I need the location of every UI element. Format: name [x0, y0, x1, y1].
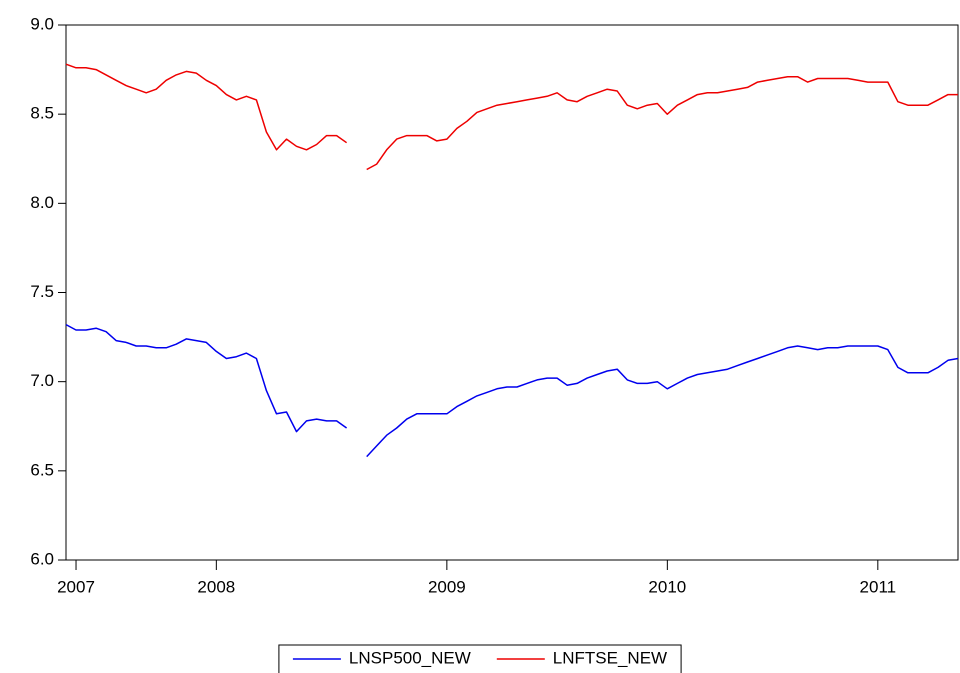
y-tick-label: 8.0	[30, 193, 54, 212]
legend: LNSP500_NEW LNFTSE_NEW	[278, 644, 682, 673]
y-tick-label: 8.5	[30, 104, 54, 123]
series-line	[65, 323, 348, 433]
series-line	[366, 345, 959, 458]
series-line	[366, 75, 958, 171]
x-tick-label: 2010	[648, 577, 686, 596]
x-tick-label: 2007	[57, 577, 95, 596]
x-tick-label: 2009	[428, 577, 466, 596]
y-tick-label: 6.0	[30, 549, 54, 568]
x-tick-label: 2008	[197, 577, 235, 596]
x-tick-label: 2011	[860, 577, 897, 596]
series-line	[65, 63, 348, 151]
plot-frame	[65, 24, 959, 561]
legend-box	[278, 644, 682, 673]
y-tick-label: 6.5	[30, 460, 54, 479]
legend-label: LNFTSE_NEW	[553, 648, 667, 667]
y-tick-label: 9.0	[30, 14, 54, 33]
legend-label: LNSP500_NEW	[349, 648, 471, 667]
y-tick-label: 7.0	[30, 371, 54, 390]
y-tick-label: 7.5	[30, 282, 54, 301]
